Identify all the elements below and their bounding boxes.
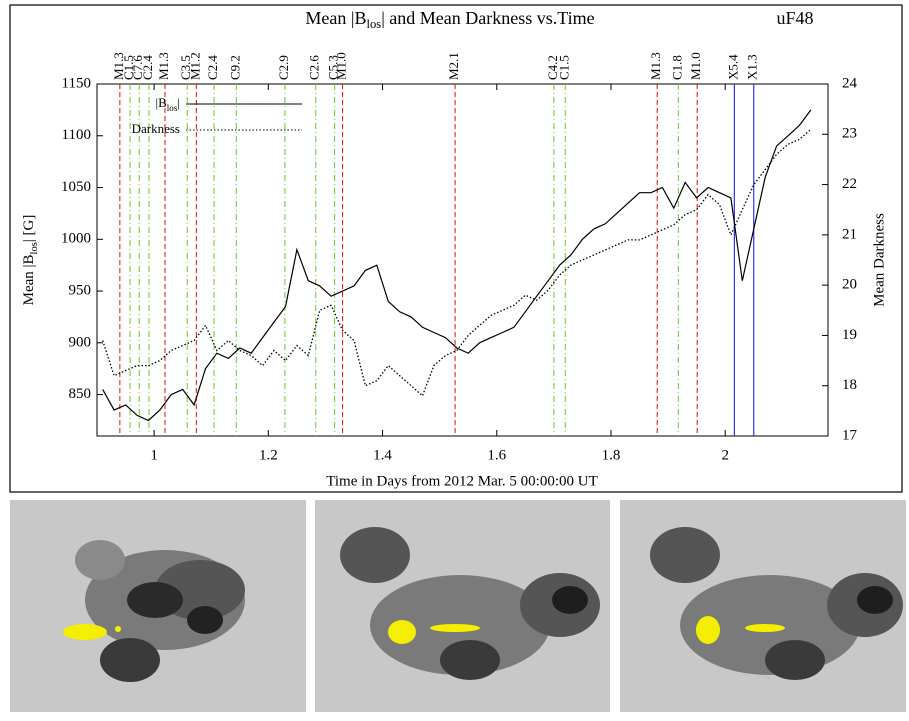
flare-label: C2.4 [140,55,155,80]
x-tick-label: 1.2 [259,447,278,463]
flare-label: M2.1 [446,52,461,80]
text-part: |B [155,95,167,110]
flare-label: C2.6 [307,55,322,80]
y-tick-label: 950 [69,282,92,298]
flare-label: M1.3 [111,52,126,80]
subscript: los [167,103,178,113]
y2-tick-label: 18 [842,377,857,393]
y2-tick-label: 20 [842,277,857,293]
flare-label: M1.2 [187,52,202,80]
y-axis-label: Mean |Blos| [G] [21,215,40,306]
x-tick-label: 2 [721,447,729,463]
image-panel [620,500,906,712]
flare-label: C4.2 [545,55,560,80]
flare-label: M1.3 [648,52,663,80]
y2-tick-label: 21 [842,226,857,242]
flare-label: C7.6 [130,55,145,80]
y2-tick-label: 17 [842,427,858,443]
text-part: Mean |B [305,8,366,28]
text-part: | [G] [21,215,37,243]
y-tick-label: 1100 [62,127,91,143]
image-panel [315,500,610,712]
flare-label: C1.5 [556,55,571,80]
x-tick-label: 1.6 [487,447,506,463]
figure-frame [9,4,903,493]
y2-tick-label: 19 [842,327,857,343]
image-panel [10,500,306,712]
subscript: los [29,242,40,254]
flare-label: C9.2 [227,55,242,80]
text-part: | and Mean Darkness vs.Time [381,8,594,28]
y-tick-label: 1050 [61,179,91,195]
series-line [102,128,812,397]
subscript: los [366,17,381,31]
legend-label: |Blos| [155,95,180,113]
y2-tick-label: 23 [842,126,857,142]
flare-label: C5.3 [326,55,341,80]
flare-label: C1.5 [121,55,136,80]
flare-label: C3.5 [178,55,193,80]
plot-frame [96,83,829,437]
x-axis-label: Time in Days from 2012 Mar. 5 00:00:00 U… [326,473,598,489]
series-line [102,109,812,422]
flare-label: X1.3 [745,54,760,80]
y2-tick-label: 22 [842,176,857,192]
y-tick-label: 1150 [62,75,91,91]
x-tick-label: 1.4 [373,447,392,463]
text-part: Mean |B [21,254,37,305]
x-tick-label: 1 [150,447,158,463]
y-tick-label: 1000 [61,231,91,247]
flare-label: C1.8 [669,55,684,80]
y2-axis-label: Mean Darkness [871,213,887,307]
chart-title: Mean |Blos| and Mean Darkness vs.Time [305,8,594,31]
flare-label: X5.4 [725,54,740,80]
y-tick-label: 900 [69,334,92,350]
y-tick-label: 850 [69,386,92,402]
flare-label: M1.0 [688,52,703,80]
flare-label: C2.9 [276,55,291,80]
text-part: | [177,95,180,110]
annotation: uF48 [776,8,813,28]
flare-label: M1.0 [334,52,349,80]
flare-label: M1.3 [156,52,171,80]
y2-tick-label: 24 [842,75,858,91]
legend-label: Darkness [132,121,180,136]
flare-label: C2.4 [205,55,220,80]
x-tick-label: 1.8 [602,447,621,463]
